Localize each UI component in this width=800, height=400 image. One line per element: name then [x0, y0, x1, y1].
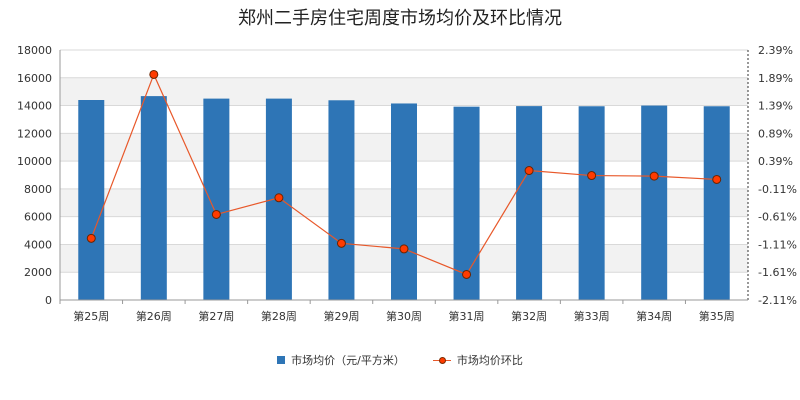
change-point-7 [462, 269, 472, 279]
x-tick-label: 第29周 [323, 309, 359, 323]
x-tick-label: 第35周 [699, 309, 735, 323]
legend-item-change: 市场均价环比 [432, 352, 523, 368]
legend-line-swatch [432, 356, 451, 364]
y-right-tick-label: -0.11% [758, 183, 797, 196]
change-point-6 [399, 244, 409, 254]
x-tick-label: 第33周 [574, 309, 610, 323]
change-point-11 [712, 174, 722, 184]
change-point-1 [86, 233, 96, 243]
y-right-tick-label: -0.61% [758, 211, 797, 224]
bar-layer [78, 96, 730, 301]
x-tick-label: 第32周 [511, 309, 547, 323]
legend-label-price: 市场均价（元/平方米） [291, 354, 405, 367]
bar-10 [641, 105, 668, 300]
y-left-tick-label: 18000 [17, 44, 52, 57]
y-left-tick-label: 4000 [24, 238, 52, 251]
axis-layer [59, 50, 749, 304]
y-left-tick-label: 6000 [24, 211, 52, 224]
change-point-8 [524, 166, 534, 176]
y-right-tick-label: -2.11% [758, 294, 797, 307]
bar-6 [391, 103, 417, 300]
x-tick-label: 第30周 [386, 309, 422, 323]
y-right-tick-label: 1.39% [758, 100, 793, 113]
y-right-tick-label: 1.89% [758, 72, 793, 85]
legend: 市场均价（元/平方米） 市场均价环比 [0, 352, 800, 368]
x-tick-label: 第28周 [261, 309, 297, 323]
change-point-5 [336, 238, 346, 248]
x-tick-label: 第26周 [136, 309, 172, 323]
change-point-2 [149, 69, 159, 79]
change-point-3 [211, 209, 221, 219]
bar-1 [78, 100, 105, 300]
y-left-tick-label: 16000 [17, 72, 52, 85]
y-left-tick-label: 2000 [24, 266, 52, 279]
bar-11 [703, 106, 730, 300]
change-point-10 [649, 171, 659, 181]
bar-9 [578, 106, 605, 300]
y-right-tick-label: -1.61% [758, 266, 797, 279]
x-tick-label: 第31周 [449, 309, 485, 323]
y-left-tick-label: 12000 [17, 127, 52, 140]
line-layer [86, 69, 722, 279]
y-right-tick-label: 0.89% [758, 127, 793, 140]
x-tick-label: 第34周 [636, 309, 672, 323]
bar-2 [140, 96, 167, 300]
legend-label-change: 市场均价环比 [456, 354, 523, 367]
y-left-tick-label: 10000 [17, 155, 52, 168]
change-point-4 [274, 193, 284, 203]
chart-title: 郑州二手房住宅周度市场均价及环比情况 [238, 8, 562, 29]
y-left-tick-label: 8000 [24, 183, 52, 196]
legend-bar-swatch [277, 356, 286, 364]
bar-7 [453, 106, 480, 301]
x-tick-label: 第27周 [198, 309, 234, 323]
y-right-tick-label: 0.39% [758, 155, 793, 168]
y-left-tick-label: 14000 [17, 100, 52, 113]
y-left-tick-label: 0 [45, 294, 52, 307]
y-right-tick-label: -1.11% [758, 238, 797, 251]
bar-8 [516, 106, 543, 300]
x-tick-label: 第25周 [73, 309, 109, 323]
grid-band [60, 50, 748, 78]
bar-5 [328, 100, 355, 301]
label-layer: 0 2000 4000 6000 8000 10000 12000 14000 16000 180… [17, 44, 797, 323]
bar-3 [203, 98, 230, 300]
change-point-9 [587, 171, 597, 181]
y-right-tick-label: 2.39% [758, 44, 793, 57]
grid-band [60, 77, 748, 106]
legend-item-price: 市场均价（元/平方米） [277, 352, 405, 368]
